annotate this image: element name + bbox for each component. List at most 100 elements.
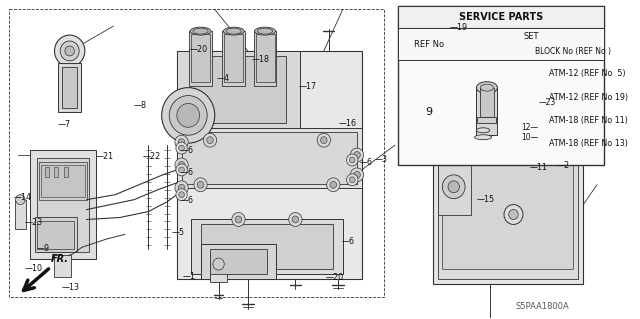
Text: —19: —19 <box>449 23 467 32</box>
Bar <box>438 160 578 279</box>
Ellipse shape <box>477 82 497 93</box>
Bar <box>182 132 357 184</box>
Bar <box>58 63 81 112</box>
Text: 9: 9 <box>425 108 432 117</box>
Circle shape <box>448 181 460 193</box>
Circle shape <box>175 158 188 172</box>
Circle shape <box>442 175 465 199</box>
Circle shape <box>54 35 85 67</box>
Circle shape <box>349 177 355 183</box>
Ellipse shape <box>480 84 493 91</box>
Bar <box>41 165 85 197</box>
Text: —15: —15 <box>477 195 495 204</box>
Bar <box>210 249 267 274</box>
Circle shape <box>175 181 188 195</box>
Bar <box>210 254 227 282</box>
Circle shape <box>175 135 188 149</box>
Text: —6: —6 <box>360 158 372 167</box>
Bar <box>433 155 582 284</box>
Ellipse shape <box>226 28 241 34</box>
Text: FR.: FR. <box>51 254 68 264</box>
Text: —6: —6 <box>341 237 355 246</box>
Text: —20: —20 <box>189 45 207 54</box>
Circle shape <box>330 181 337 188</box>
Circle shape <box>354 171 360 178</box>
Circle shape <box>232 212 245 226</box>
Text: —6: —6 <box>180 168 193 177</box>
Bar <box>35 218 77 252</box>
Circle shape <box>317 133 330 147</box>
Bar <box>64 167 68 177</box>
Text: ATM-18 (REF No 11): ATM-18 (REF No 11) <box>548 116 627 125</box>
Bar <box>177 128 362 188</box>
Circle shape <box>162 88 215 143</box>
Circle shape <box>15 195 25 204</box>
Circle shape <box>347 174 358 186</box>
Text: —9: —9 <box>36 243 50 253</box>
Text: —5: —5 <box>172 228 184 237</box>
Text: —3: —3 <box>374 155 388 164</box>
Ellipse shape <box>255 27 275 35</box>
Circle shape <box>177 103 200 127</box>
Text: S5PAA1800A: S5PAA1800A <box>515 302 569 311</box>
Bar <box>177 51 300 130</box>
Circle shape <box>65 46 74 56</box>
Text: —16: —16 <box>338 119 356 128</box>
Text: 10—: 10— <box>521 133 538 142</box>
Text: —1: —1 <box>182 272 195 281</box>
Circle shape <box>176 164 188 176</box>
Text: —10: —10 <box>24 264 42 273</box>
Bar <box>253 31 276 85</box>
Text: ATM-12 (REF No 19): ATM-12 (REF No 19) <box>548 93 628 101</box>
Bar <box>442 165 573 269</box>
Circle shape <box>350 148 364 162</box>
Bar <box>398 6 604 28</box>
Circle shape <box>194 178 207 192</box>
Circle shape <box>292 216 299 223</box>
Bar <box>9 9 383 297</box>
Text: —17: —17 <box>299 82 317 91</box>
Text: REF No: REF No <box>413 40 444 48</box>
Text: ATM-18 (REF No 13): ATM-18 (REF No 13) <box>548 139 627 148</box>
Text: —14: —14 <box>13 193 31 202</box>
Circle shape <box>207 137 213 144</box>
Text: SET: SET <box>524 32 540 41</box>
Ellipse shape <box>223 27 244 35</box>
Bar <box>191 56 286 123</box>
Bar <box>224 34 243 82</box>
Circle shape <box>347 154 358 166</box>
Text: —2: —2 <box>557 161 570 170</box>
Ellipse shape <box>475 135 492 140</box>
Bar <box>39 162 87 200</box>
Text: —23: —23 <box>24 218 43 226</box>
Bar <box>436 133 482 155</box>
Bar <box>37 221 74 249</box>
Circle shape <box>289 212 302 226</box>
Circle shape <box>204 133 217 147</box>
Circle shape <box>235 216 242 223</box>
Text: —4: —4 <box>217 74 230 83</box>
Bar <box>200 225 333 269</box>
Bar <box>30 150 96 259</box>
Ellipse shape <box>477 128 490 133</box>
Circle shape <box>197 181 204 188</box>
Bar <box>477 117 497 123</box>
Bar <box>222 31 245 85</box>
Bar <box>433 130 485 158</box>
Circle shape <box>179 145 184 151</box>
Ellipse shape <box>190 27 211 35</box>
Text: —13: —13 <box>62 283 80 292</box>
Ellipse shape <box>257 28 273 34</box>
Bar <box>177 51 362 279</box>
Bar <box>62 67 77 108</box>
Text: BLOCK No (REF No ): BLOCK No (REF No ) <box>535 48 611 56</box>
Circle shape <box>179 161 185 168</box>
Text: —8: —8 <box>134 101 147 110</box>
Bar <box>477 88 497 135</box>
Text: —23: —23 <box>538 98 556 107</box>
Circle shape <box>354 152 360 159</box>
Text: —11: —11 <box>529 163 547 172</box>
Bar <box>54 255 70 277</box>
Circle shape <box>60 41 79 61</box>
Bar <box>15 200 26 229</box>
